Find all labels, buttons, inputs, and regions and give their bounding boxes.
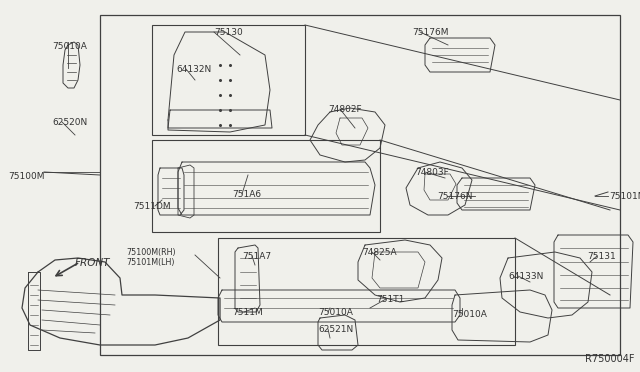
Bar — [100, 15, 620, 355]
Text: 75176N: 75176N — [437, 192, 472, 201]
Bar — [218, 238, 515, 345]
Text: 75101M(LH): 75101M(LH) — [126, 258, 175, 267]
Text: 75130: 75130 — [214, 28, 243, 37]
Text: 75101M: 75101M — [609, 192, 640, 201]
Text: 74802F: 74802F — [328, 105, 362, 114]
Text: 7511M: 7511M — [232, 308, 263, 317]
Text: 751A6: 751A6 — [232, 190, 261, 199]
Text: FRONT: FRONT — [75, 258, 111, 268]
Text: 74803F: 74803F — [415, 168, 449, 177]
Text: 75010A: 75010A — [452, 310, 487, 319]
Text: R750004F: R750004F — [586, 354, 635, 364]
Text: 751T1: 751T1 — [376, 295, 404, 304]
Text: 64132N: 64132N — [176, 65, 211, 74]
Text: 74825A: 74825A — [362, 248, 397, 257]
Text: 75176M: 75176M — [412, 28, 449, 37]
Text: 75010A: 75010A — [52, 42, 87, 51]
Text: 64133N: 64133N — [508, 272, 543, 281]
Text: 751A7: 751A7 — [242, 252, 271, 261]
Bar — [152, 140, 380, 232]
Text: 75100M(RH): 75100M(RH) — [126, 248, 175, 257]
Text: 75131: 75131 — [587, 252, 616, 261]
Text: 62520N: 62520N — [52, 118, 87, 127]
Text: 75100M: 75100M — [8, 172, 45, 181]
Text: 7511DM: 7511DM — [133, 202, 171, 211]
Text: 62521N: 62521N — [318, 325, 353, 334]
Bar — [152, 25, 305, 135]
Text: 75010A: 75010A — [318, 308, 353, 317]
